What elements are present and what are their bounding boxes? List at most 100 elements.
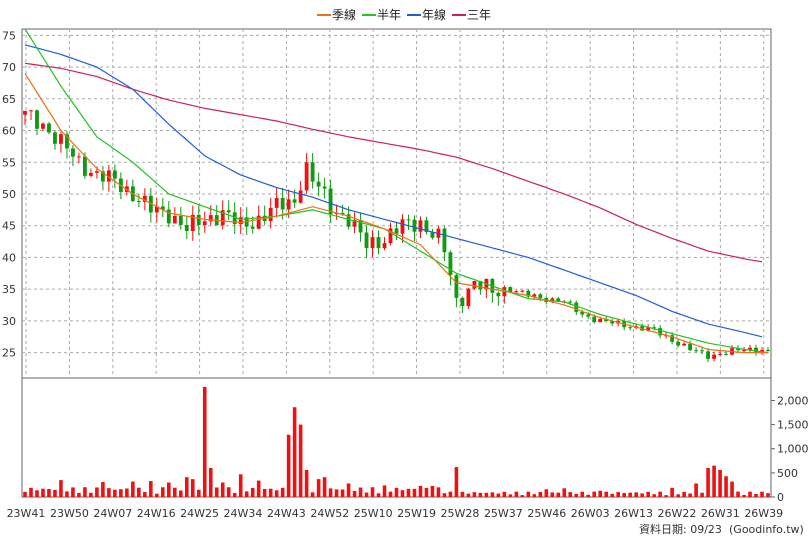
candle-body [23, 110, 27, 115]
price-tick-label: 25 [2, 347, 16, 360]
x-tick-label: 23W50 [50, 507, 89, 520]
candle-body [538, 294, 543, 298]
candle-body [610, 321, 615, 324]
candle-body [59, 134, 63, 144]
volume-bar [238, 474, 243, 497]
candle-body [53, 132, 57, 144]
candle-body [568, 301, 573, 303]
candle-body [652, 327, 657, 329]
candle-body [670, 335, 675, 342]
candle-body [232, 212, 237, 225]
candle-body [736, 348, 740, 351]
candle-body [712, 354, 716, 359]
volume-bar [298, 424, 303, 497]
candle-body [268, 207, 273, 222]
candle-body [592, 316, 597, 323]
volume-bar [29, 487, 33, 497]
volume-bar [736, 491, 740, 497]
volume-bar [754, 493, 758, 497]
volume-bar [292, 407, 297, 497]
volume-bar [538, 491, 543, 497]
volume-bar [478, 492, 483, 497]
x-tick-label: 25W19 [397, 507, 436, 520]
candle-body [316, 181, 321, 187]
source-label: (Goodinfo.tw) [729, 523, 804, 536]
price-tick-label: 35 [2, 283, 16, 296]
price-panel-frame [21, 28, 772, 379]
price-grid [22, 34, 771, 354]
ma-half-year-line [24, 28, 769, 354]
volume-bar [161, 487, 165, 497]
volume-bar [352, 490, 357, 497]
volume-bar [418, 485, 423, 497]
x-tick-label: 26W22 [658, 507, 697, 520]
candle-body [514, 291, 519, 293]
volume-bar [532, 494, 537, 497]
volume-bar [220, 482, 225, 497]
volume-bar [244, 491, 249, 497]
volume-bar [232, 493, 237, 497]
candle-body [574, 302, 579, 312]
x-tick-label: 24W07 [93, 507, 132, 520]
volume-bar [286, 434, 291, 497]
candle-body [196, 214, 201, 226]
volume-bar [604, 491, 609, 497]
x-tick-label: 25W10 [354, 507, 393, 520]
candle-body [310, 162, 315, 182]
volume-bar [71, 487, 75, 497]
volume-bar [700, 492, 704, 497]
candle-body [238, 217, 243, 225]
candle-body [106, 170, 111, 182]
candle-body [112, 170, 117, 179]
candle-body [322, 186, 327, 189]
candle-body [328, 188, 333, 215]
x-tick-label: 26W31 [701, 507, 740, 520]
candle-body [718, 354, 722, 356]
candle-body [400, 219, 405, 234]
moving-average-lines [24, 28, 769, 354]
candle-body [226, 210, 231, 213]
candle-body [142, 195, 147, 202]
candle-body [478, 281, 483, 290]
price-tick-label: 65 [2, 93, 16, 106]
x-tick-label: 24W34 [224, 507, 263, 520]
volume-bar [556, 492, 561, 497]
volume-bar [580, 491, 585, 497]
volume-bar [490, 492, 495, 497]
volume-bar [184, 477, 189, 497]
volume-bar [616, 492, 621, 497]
volume-bar [634, 492, 638, 497]
volume-tick-label: 2,000 [777, 394, 808, 407]
volume-bar [35, 490, 39, 497]
x-grid [25, 29, 765, 378]
candle-body [418, 220, 423, 232]
volume-bar [328, 488, 333, 497]
x-tick-label: 25W28 [441, 507, 480, 520]
volume-bar [466, 493, 471, 497]
price-axis-ticks: 25 30 35 40 45 50 55 60 65 70 75 [2, 29, 16, 359]
volume-bar [304, 469, 309, 497]
x-tick-label: 26W39 [744, 507, 783, 520]
legend: 季線 半年 年線 三年 [317, 7, 491, 22]
candle-body [88, 172, 93, 176]
volume-bar [670, 487, 674, 497]
volume-bar [526, 491, 531, 497]
candle-body [256, 215, 261, 229]
volume-bar [508, 494, 513, 497]
price-tick-label: 75 [2, 29, 16, 42]
volume-bar [406, 488, 411, 497]
candle-body [748, 347, 752, 351]
candle-body [154, 206, 159, 213]
candle-body [47, 123, 51, 133]
candle-body [352, 219, 357, 227]
volume-bar [172, 487, 177, 497]
volume-bar [688, 493, 692, 497]
x-axis-ticks: 23W41 23W50 24W07 24W16 24W25 24W34 24W43 24W52… [7, 507, 784, 520]
ma-quarter-line [24, 73, 768, 354]
candle-body [202, 221, 207, 226]
volume-bar [334, 489, 339, 497]
volume-tick-label: 500 [777, 467, 798, 480]
volume-bar [562, 488, 567, 497]
volume-bar [274, 490, 279, 497]
